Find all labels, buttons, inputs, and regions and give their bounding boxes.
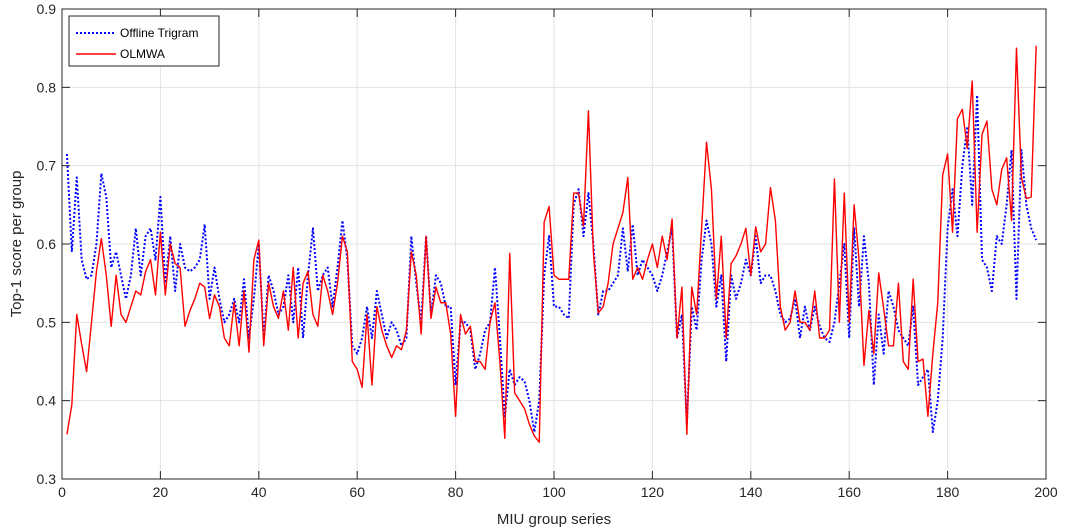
y-axis-title: Top-1 score per group	[8, 171, 25, 318]
y-tick-label: 0.8	[37, 79, 57, 95]
x-tick-label: 80	[448, 484, 464, 500]
x-tick-label: 120	[641, 484, 665, 500]
x-tick-label: 60	[349, 484, 365, 500]
axis-ticks: 0 20 40 60 80 100 120 140 160 180 200 0.3 0.4 0.5 0.6 0…	[37, 1, 1058, 500]
grid	[62, 9, 1046, 479]
y-tick-label: 0.4	[37, 393, 57, 409]
x-tick-label: 100	[542, 484, 566, 500]
x-tick-label: 140	[739, 484, 763, 500]
y-tick-label: 0.5	[37, 314, 57, 330]
legend-label-olmwa: OLMWA	[120, 47, 165, 61]
series-line-olmwa	[66, 45, 1037, 443]
x-tick-label: 200	[1034, 484, 1058, 500]
x-tick-label: 0	[58, 484, 66, 500]
y-tick-label: 0.7	[37, 158, 57, 174]
x-axis-title: MIU group series	[497, 511, 611, 528]
x-tick-label: 180	[936, 484, 960, 500]
legend-label-offline-trigram: Offline Trigram	[120, 26, 198, 40]
x-tick-label: 40	[251, 484, 267, 500]
y-tick-label: 0.6	[37, 236, 57, 252]
series-lines	[65, 45, 1038, 443]
legend: Offline Trigram OLMWA	[68, 15, 220, 67]
x-tick-label: 20	[153, 484, 169, 500]
y-tick-label: 0.9	[37, 1, 57, 17]
legend-box	[68, 15, 220, 67]
x-tick-label: 160	[838, 484, 862, 500]
y-tick-label: 0.3	[37, 471, 57, 487]
